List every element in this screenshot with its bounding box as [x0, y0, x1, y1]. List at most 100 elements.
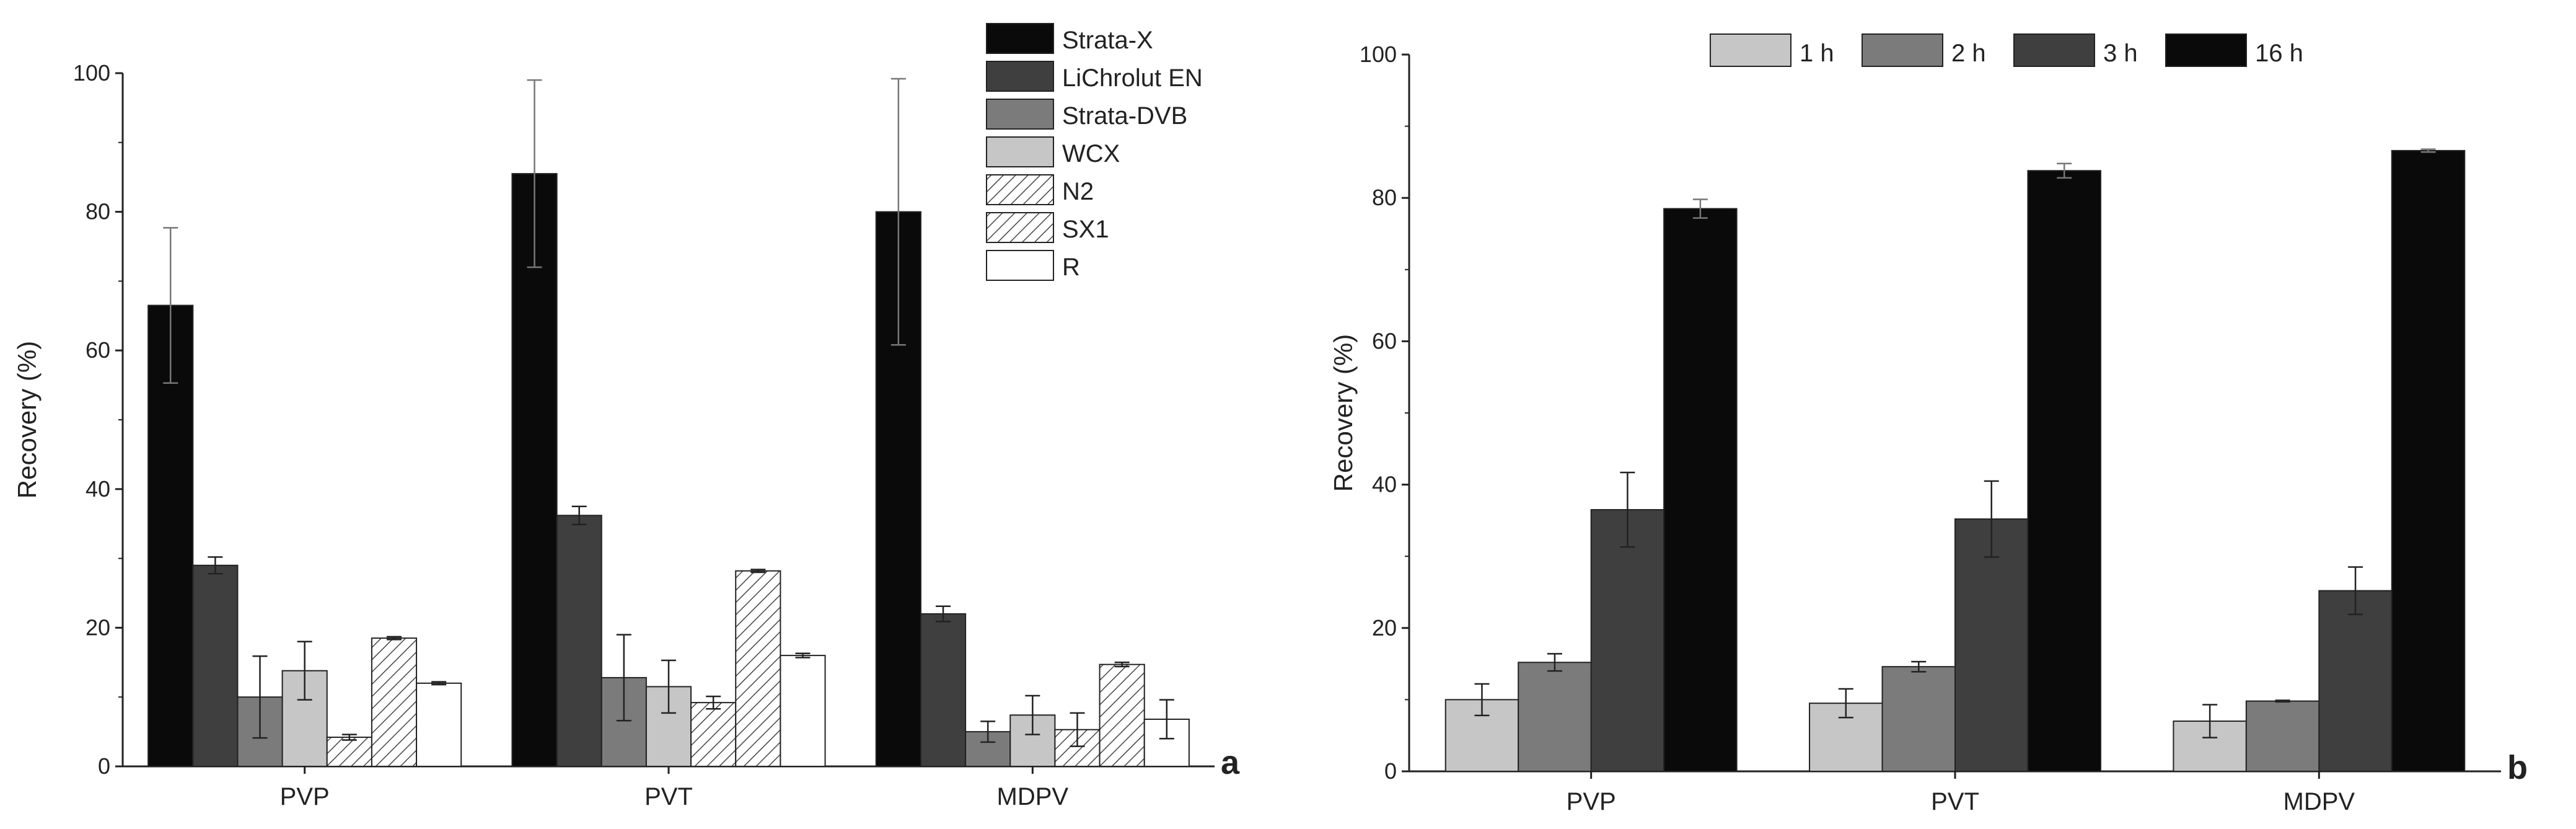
y-tick-label: 100	[73, 60, 110, 86]
bar-r-pvt	[780, 655, 826, 767]
legend-label-r: R	[1062, 254, 1080, 281]
y-tick-label: 20	[86, 614, 110, 640]
error-bar-3-h-pvp	[1620, 471, 1635, 548]
error-bar-strata-dvb-pvt	[616, 634, 631, 722]
legend-swatch-sx1	[986, 212, 1054, 243]
legend-item-1-h: 1 h	[1710, 33, 1834, 67]
legend-item-3-h: 3 h	[2013, 33, 2138, 67]
bar-lichrolut-en-pvt	[556, 515, 602, 767]
bar-n2-pvt	[690, 702, 737, 768]
category-label-mdpv: MDPV	[997, 783, 1069, 810]
error-bar-n2-mdpv	[1070, 712, 1085, 747]
chart-b: 0 20 40 60 80 100 Recovery (%) PVP PVT MDPV b 1 h 2 …	[1329, 33, 2528, 815]
error-bar-1-h-mdpv	[2202, 704, 2218, 738]
error-bar-lichrolut-en-mdpv	[936, 605, 951, 623]
legend-item-lichrolut-en: LiChrolut EN	[986, 61, 1203, 92]
y-tick-label: 60	[86, 337, 110, 363]
legend-label-strata-x: Strata-X	[1062, 27, 1153, 54]
bar-2-h-pvt	[1881, 666, 1956, 772]
error-bar-strata-x-pvp	[163, 227, 178, 384]
legend-label-sx1: SX1	[1062, 216, 1109, 243]
category-label-pvp: PVP	[280, 783, 330, 810]
category-label-pvp: PVP	[1567, 788, 1616, 815]
error-bar-3-h-mdpv	[2348, 566, 2363, 616]
y-tick-label: 0	[1384, 758, 1397, 784]
error-bar-n2-pvt	[706, 695, 721, 710]
error-bar-lichrolut-en-pvt	[571, 505, 587, 526]
y-tick-label: 0	[98, 753, 110, 779]
error-bar-3-h-pvt	[1984, 480, 1999, 558]
error-bar-lichrolut-en-pvp	[208, 556, 223, 575]
y-tick-label: 40	[1372, 472, 1397, 497]
category-label-pvt: PVT	[1931, 788, 1979, 815]
bar-strata-x-pvt	[511, 173, 558, 767]
panel-label: b	[2507, 749, 2528, 786]
legend-swatch-strata-x	[986, 23, 1054, 54]
error-bar-wcx-pvt	[661, 659, 676, 714]
bar-lichrolut-en-pvp	[192, 564, 239, 768]
legend: 1 h 2 h 3 h 16 h	[1710, 33, 2303, 67]
y-tick-label: 100	[1360, 42, 1397, 67]
error-bar-wcx-mdpv	[1025, 694, 1040, 735]
bar-lichrolut-en-mdpv	[920, 613, 967, 767]
legend-item-16-h: 16 h	[2165, 33, 2303, 67]
y-axis-label: Recovery (%)	[12, 341, 42, 499]
y-tick-label: 60	[1372, 328, 1397, 353]
bar-16-h-mdpv	[2391, 149, 2466, 773]
error-bar-16-h-pvp	[1692, 198, 1708, 219]
error-bar-sx1-mdpv	[1114, 662, 1130, 668]
error-bar-16-h-mdpv	[2420, 148, 2436, 153]
error-bar-16-h-pvt	[2057, 162, 2072, 179]
legend-label-16-h: 16 h	[2255, 40, 2303, 67]
legend-label-1-h: 1 h	[1800, 40, 1834, 67]
legend-label-strata-dvb: Strata-DVB	[1062, 102, 1187, 130]
legend-label-wcx: WCX	[1062, 140, 1120, 167]
y-tick-label: 80	[86, 199, 110, 224]
legend-swatch-r	[986, 250, 1054, 281]
error-bar-2-h-pvt	[1911, 660, 1927, 673]
legend-swatch-strata-dvb	[986, 99, 1054, 130]
legend-item-wcx: WCX	[986, 136, 1120, 167]
error-bar-sx1-pvp	[386, 636, 402, 641]
error-bar-strata-dvb-mdpv	[980, 720, 996, 743]
legend-swatch-16-h	[2165, 33, 2247, 67]
legend-swatch-lichrolut-en	[986, 61, 1054, 92]
error-bar-1-h-pvp	[1474, 683, 1490, 717]
y-tick-label: 20	[1372, 615, 1397, 641]
error-bar-n2-pvp	[341, 734, 357, 741]
panel-label: a	[1221, 744, 1240, 781]
error-bar-r-pvt	[795, 652, 811, 658]
error-bar-strata-dvb-pvp	[252, 655, 268, 739]
legend-label-3-h: 3 h	[2103, 40, 2138, 67]
category-label-pvt: PVT	[644, 783, 693, 810]
error-bar-r-mdpv	[1159, 699, 1174, 740]
bar-n2-pvp	[326, 737, 372, 767]
y-tick-label: 40	[86, 476, 110, 502]
bar-sx1-pvt	[735, 570, 781, 767]
bar-16-h-pvp	[1663, 208, 1738, 773]
legend-swatch-2-h	[1862, 33, 1943, 67]
legend-label-2-h: 2 h	[1951, 40, 1986, 67]
legend-swatch-n2	[986, 174, 1054, 205]
error-bar-sx1-pvt	[750, 569, 766, 574]
bar-sx1-mdpv	[1099, 663, 1145, 768]
error-bar-strata-x-pvt	[527, 79, 542, 268]
bar-r-pvp	[416, 682, 462, 767]
error-bar-wcx-pvp	[297, 641, 312, 701]
legend-swatch-wcx	[986, 136, 1054, 167]
error-bar-2-h-mdpv	[2275, 699, 2290, 703]
error-bar-strata-x-mdpv	[890, 78, 906, 346]
bar-2-h-pvp	[1518, 662, 1592, 772]
error-bar-1-h-pvt	[1838, 688, 1853, 719]
legend-label-n2: N2	[1062, 178, 1094, 205]
legend-item-2-h: 2 h	[1862, 33, 1986, 67]
error-bar-2-h-pvp	[1547, 653, 1562, 672]
legend-swatch-3-h	[2013, 33, 2095, 67]
legend-item-n2: N2	[986, 174, 1094, 205]
error-bar-r-pvp	[431, 681, 447, 686]
legend-item-strata-x: Strata-X	[986, 23, 1153, 54]
bar-3-h-mdpv	[2318, 590, 2393, 772]
bar-16-h-pvt	[2027, 170, 2101, 773]
legend-swatch-1-h	[1710, 33, 1791, 67]
